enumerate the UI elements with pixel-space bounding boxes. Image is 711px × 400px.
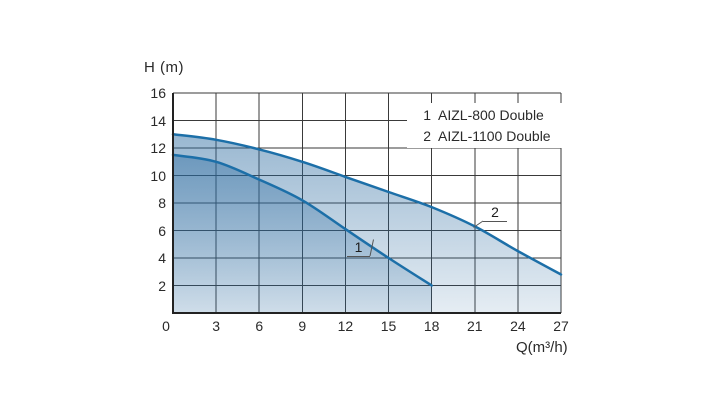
y-tick-label: 2 [158,277,166,294]
legend-series-number: 2 [423,128,431,144]
y-tick-label: 12 [150,140,166,156]
y-tick-label: 10 [150,167,166,184]
curve-1-callout: 1 [347,239,370,257]
x-axis-title: Q(m³/h) [516,339,568,356]
curve-2-line [171,133,563,276]
y-tick-label: 16 [150,85,166,101]
curve-2-leader [473,220,484,228]
axes [172,93,561,314]
y-tick-label: 6 [158,222,166,239]
x-tick-label: 3 [212,318,220,334]
y-tick-label: 14 [150,112,166,129]
legend-row: 1 AIZL-800 Double [407,105,567,126]
x-tick-label: 0 [162,318,170,334]
curve-1-area [173,154,432,313]
legend-series-label: AIZL-800 Double [438,107,544,123]
x-tick-label: 21 [466,318,483,334]
x-tick-label: 24 [510,318,526,334]
curve-2-callout: 2 [483,204,507,222]
y-axis-title: H (m) [144,59,184,76]
legend-row: 2 AIZL-1100 Double [407,126,567,147]
y-tick-label: 4 [158,250,166,266]
x-tick-label: 18 [423,318,440,334]
curve-1-leader [369,239,374,257]
legend-series-number: 1 [423,107,431,123]
x-tick-label: 27 [553,318,569,334]
curve-1-line [171,153,433,287]
x-tick-label: 15 [380,318,397,334]
x-tick-label: 12 [337,318,354,334]
legend-series-label: AIZL-1100 Double [438,128,551,144]
x-tick-label: 9 [298,318,307,334]
y-tick-label: 8 [158,195,166,211]
legend: 1 AIZL-800 Double 2 AIZL-1100 Double [407,103,567,148]
x-tick-label: 6 [255,318,264,334]
